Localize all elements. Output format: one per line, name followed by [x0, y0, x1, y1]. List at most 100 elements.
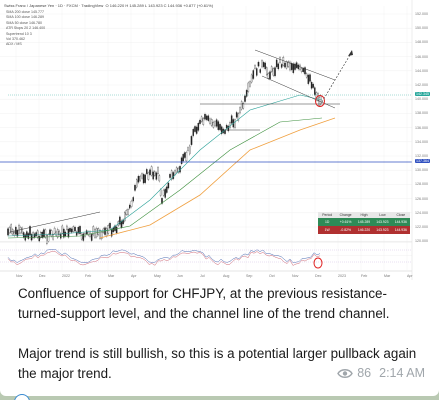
candle	[56, 229, 59, 238]
candle	[212, 121, 215, 128]
candle	[199, 119, 201, 124]
y-tick-label: 150.000	[415, 26, 428, 31]
candle	[38, 235, 40, 242]
table-cell: +0.61%	[339, 220, 352, 224]
candle	[99, 229, 101, 239]
candle	[184, 152, 186, 158]
table-cell: 145.289	[357, 220, 371, 224]
candle	[305, 73, 308, 78]
candle	[302, 68, 305, 72]
x-tick-label: Jun	[177, 274, 183, 278]
candle	[64, 231, 67, 237]
candle	[139, 175, 141, 181]
candle	[280, 64, 283, 68]
indicator-legend-item[interactable]: ATR Stops 20 2 146.400	[6, 26, 46, 31]
candle	[180, 157, 183, 164]
y-tick-label: 138.000	[415, 111, 428, 116]
candle	[69, 228, 71, 232]
x-tick-label: 2023	[338, 274, 346, 278]
candle	[287, 61, 290, 67]
table-cell: Low	[379, 213, 386, 217]
candle	[100, 231, 103, 240]
highlight-circle	[315, 95, 325, 107]
y-tick-label: 122.000	[415, 225, 428, 229]
candle	[167, 182, 170, 189]
indicator-legend-item[interactable]: SMA 200 close 145.777	[6, 10, 44, 14]
candle	[124, 212, 126, 222]
candle	[130, 200, 133, 207]
channel-line	[254, 49, 336, 81]
y-tick-label: 146.000	[415, 54, 428, 59]
candle	[279, 57, 281, 63]
candle	[158, 175, 161, 182]
sma-line	[7, 94, 323, 237]
y-tick-label: 144.000	[415, 68, 428, 73]
candle	[157, 167, 159, 175]
candle	[63, 228, 65, 238]
candle	[229, 121, 231, 128]
candle	[217, 121, 220, 130]
price-chart[interactable]: Swiss Franc / Japanese Yen · 1D · FXCM ·…	[0, 0, 439, 280]
x-tick-label: Oct	[269, 274, 275, 278]
y-tick-label: 124.000	[415, 210, 428, 215]
y-tick-label: 120.000	[415, 239, 428, 244]
x-tick-label: Aug	[223, 274, 230, 278]
candle	[275, 59, 278, 68]
candle	[90, 234, 93, 241]
candle	[27, 233, 30, 239]
candle	[282, 57, 285, 66]
candle	[150, 166, 153, 176]
candle	[50, 230, 53, 237]
y-tick-label: 140.000	[415, 97, 428, 102]
indicator-legend-item[interactable]: SMA 50 close 146.780	[6, 20, 42, 25]
candle	[244, 95, 246, 102]
table-cell: 143.923	[376, 220, 389, 224]
candle	[290, 63, 293, 70]
candle	[234, 119, 236, 128]
candle	[307, 74, 310, 84]
channel-line	[261, 75, 336, 109]
table-cell: High	[360, 213, 368, 217]
candle	[299, 64, 301, 70]
x-tick-label: 2022	[62, 274, 70, 278]
indicator-legend-item[interactable]: Supertrend 10 3	[6, 31, 32, 36]
sma-line	[99, 117, 336, 239]
x-tick-label: Mar	[384, 274, 391, 278]
candle	[270, 66, 273, 72]
candle	[161, 198, 163, 204]
candle	[80, 233, 83, 240]
candle	[245, 90, 248, 97]
candle	[197, 123, 200, 131]
indicator-legend-item[interactable]: Vol 370.462	[6, 37, 25, 41]
candle	[300, 68, 303, 73]
candle	[310, 82, 313, 89]
candle	[235, 112, 238, 118]
table-header: Period Change High Low Close	[318, 212, 410, 218]
candle	[144, 174, 146, 183]
candle	[137, 175, 140, 183]
candle	[110, 229, 113, 237]
indicator-legend-item[interactable]: SMA 100 close 146.289	[6, 15, 44, 20]
candle	[46, 235, 48, 244]
y-tick-label: 152.000	[415, 12, 428, 16]
x-tick-label: May	[154, 274, 161, 278]
candle	[254, 65, 256, 69]
candle	[125, 210, 128, 215]
candle	[207, 115, 210, 121]
candle	[237, 113, 240, 121]
candle	[314, 87, 316, 95]
candle	[255, 68, 258, 76]
candle	[304, 67, 306, 75]
candle	[188, 145, 191, 155]
x-tick-label: Mar	[108, 274, 115, 278]
candle	[166, 186, 168, 193]
indicator-legend-item[interactable]: ADX / MS	[6, 42, 22, 47]
candle	[36, 230, 39, 238]
x-tick-label: Feb	[85, 274, 92, 278]
candle	[285, 61, 288, 69]
candle	[134, 184, 136, 191]
candle	[185, 152, 188, 162]
candle	[33, 233, 36, 238]
table-cell: 1W	[324, 228, 330, 232]
